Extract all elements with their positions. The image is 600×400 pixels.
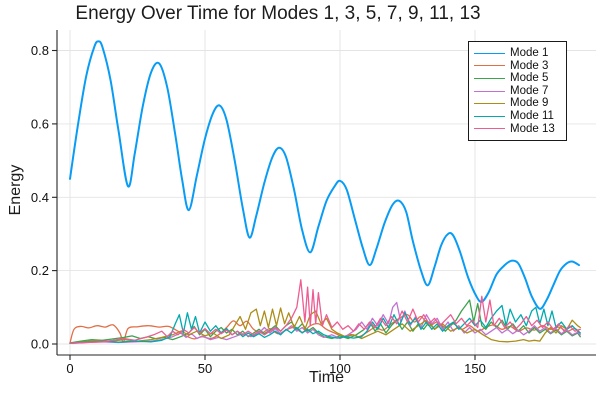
x-tick-label: 150	[464, 361, 486, 376]
legend-item-label: Mode 1	[510, 47, 549, 59]
series-line-mode-11	[69, 304, 581, 344]
y-tick-label: 0.8	[31, 43, 49, 58]
legend-item-label: Mode 3	[510, 59, 549, 72]
legend-item: Mode 7	[474, 85, 562, 98]
legend-item-label: Mode 5	[510, 72, 549, 85]
legend-item-label: Mode 9	[510, 97, 549, 110]
legend-item: Mode 13	[474, 123, 562, 136]
chart-title: Energy Over Time for Modes 1, 3, 5, 7, 9…	[75, 3, 481, 24]
series-line-mode-1	[69, 40, 580, 310]
legend-item-label: Mode 11	[510, 109, 554, 122]
legend-line-swatch	[474, 103, 505, 105]
x-tick-label: 100	[329, 361, 351, 376]
legend-line-swatch	[474, 52, 505, 54]
legend-item: Mode 9	[474, 97, 562, 110]
legend-item: Mode 11	[474, 110, 562, 123]
x-axis-label: Time	[309, 369, 344, 386]
legend-line-swatch	[474, 65, 505, 67]
legend-line-swatch	[474, 77, 505, 79]
legend-item-label: Mode 7	[510, 84, 549, 97]
legend: Mode 1 Mode 3 Mode 5 Mode 7 Mode 9 Mode 11 Mod…	[468, 41, 567, 142]
y-axis-label: Energy	[7, 164, 24, 216]
legend-line-swatch	[474, 90, 505, 92]
legend-line-swatch	[474, 128, 505, 130]
series-line-mode-13	[69, 279, 581, 344]
y-tick-label: 0.2	[31, 263, 49, 278]
x-tick-label: 0	[66, 361, 73, 376]
series-line-mode-9	[69, 307, 581, 344]
legend-item: Mode 5	[474, 72, 562, 85]
series-line-mode-7	[69, 301, 581, 344]
legend-item: Mode 3	[474, 60, 562, 73]
y-tick-label: 0.6	[31, 116, 49, 131]
y-tick-label: 0.4	[31, 190, 49, 205]
legend-item: Mode 1	[474, 47, 562, 60]
x-tick-label: 50	[198, 361, 212, 376]
legend-item-label: Mode 13	[510, 122, 555, 135]
legend-line-swatch	[474, 115, 505, 117]
y-tick-label: 0.0	[31, 337, 49, 352]
